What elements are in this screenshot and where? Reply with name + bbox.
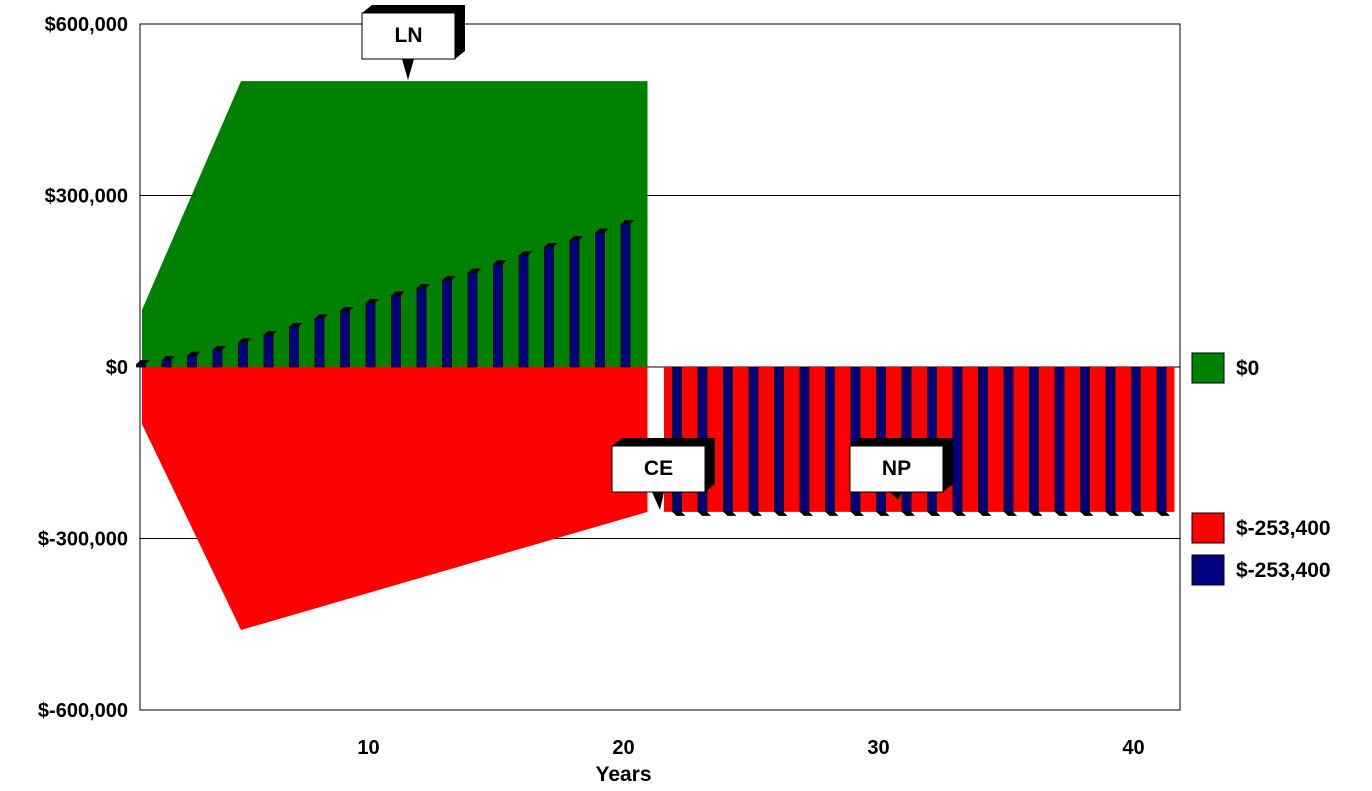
bar-np xyxy=(1105,366,1119,516)
callout-ln: LN xyxy=(361,5,465,80)
x-tick-label: 20 xyxy=(612,737,634,759)
x-tick-label: 10 xyxy=(357,737,379,759)
legend: $0 $-253,400 $-253,400 xyxy=(1191,352,1331,586)
callout-label: NP xyxy=(882,457,911,480)
bar-np xyxy=(1131,366,1145,516)
bar-positive xyxy=(340,306,354,368)
y-axis-tick-labels: $600,000 $300,000 $0 $-300,000 $-600,000 xyxy=(38,14,128,722)
bar-positive xyxy=(518,251,532,368)
bar-positive xyxy=(493,260,507,368)
callout-label: CE xyxy=(644,457,673,480)
legend-item: $-253,400 xyxy=(1191,554,1331,586)
bar-np xyxy=(774,366,788,516)
bar-positive xyxy=(416,284,430,368)
x-tick-label: 30 xyxy=(867,737,889,759)
area-ce xyxy=(142,367,648,630)
legend-item: $-253,400 xyxy=(1191,512,1331,544)
y-tick-label: $600,000 xyxy=(45,14,128,36)
x-axis-tick-labels: 10 20 30 40 xyxy=(357,737,1144,759)
callout-ce: CE xyxy=(611,438,715,510)
callout-label: LN xyxy=(395,24,423,47)
bar-positive xyxy=(161,356,175,368)
bar-np xyxy=(1080,366,1094,516)
legend-item: $0 xyxy=(1191,352,1259,384)
bar-positive xyxy=(595,228,609,368)
bar-positive xyxy=(289,322,303,368)
bar-positive xyxy=(620,220,634,368)
legend-swatch xyxy=(1191,512,1225,544)
bar-positive xyxy=(263,330,277,368)
x-axis-label: Years xyxy=(595,763,651,786)
legend-swatch xyxy=(1191,554,1225,586)
bar-np xyxy=(1156,366,1170,516)
legend-label: $-253,400 xyxy=(1236,517,1331,540)
y-tick-label: $0 xyxy=(106,357,128,379)
bar-np xyxy=(978,366,992,516)
bar-np xyxy=(1029,366,1043,516)
callout-layer: LN CE NP xyxy=(361,5,953,510)
bar-np xyxy=(825,366,839,516)
y-tick-label: $-600,000 xyxy=(38,700,128,722)
y-tick-label: $-300,000 xyxy=(38,529,128,551)
bar-np xyxy=(1054,366,1068,516)
bar-positive xyxy=(212,345,226,368)
legend-swatch xyxy=(1191,352,1225,384)
bar-np xyxy=(799,366,813,516)
bar-positive xyxy=(544,242,558,368)
bar-positive xyxy=(238,338,252,368)
bar-np xyxy=(723,366,737,516)
x-tick-label: 40 xyxy=(1122,737,1144,759)
bar-positive xyxy=(442,276,456,368)
bar-positive xyxy=(314,314,328,368)
bar-positive xyxy=(391,291,405,368)
bar-np xyxy=(748,366,762,516)
bar-positive xyxy=(187,351,201,368)
callout-np: NP xyxy=(849,438,953,500)
plot-frame xyxy=(139,23,1181,711)
bar-np xyxy=(1003,366,1017,516)
legend-label: $0 xyxy=(1236,357,1259,380)
y-tick-label: $300,000 xyxy=(45,186,128,208)
bar-positive xyxy=(569,236,583,368)
bar-positive xyxy=(365,298,379,368)
bar-positive xyxy=(467,268,481,368)
legend-label: $-253,400 xyxy=(1236,559,1331,582)
